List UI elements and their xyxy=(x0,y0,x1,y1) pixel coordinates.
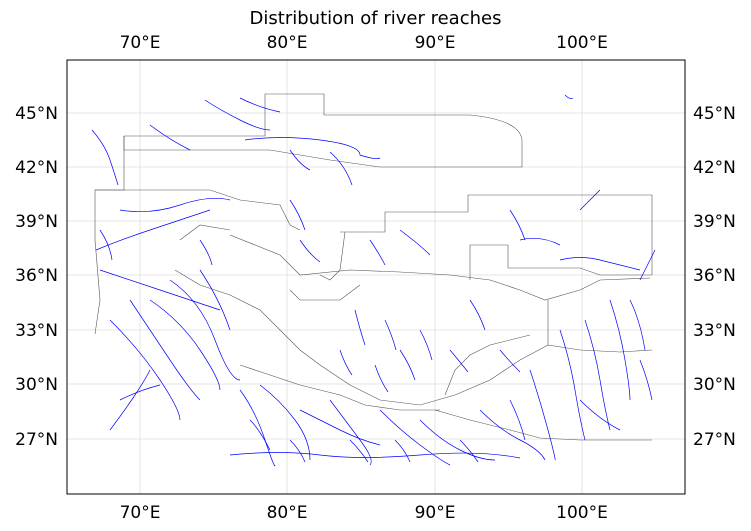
left-lat-tick-33: 33°N xyxy=(15,321,58,341)
boundary-lines xyxy=(94,93,653,441)
right-lat-tick-27: 27°N xyxy=(693,430,736,450)
right-lat-tick-45: 45°N xyxy=(693,104,736,124)
right-lat-tick-30: 30°N xyxy=(693,375,736,395)
left-lat-tick-30: 30°N xyxy=(15,375,58,395)
left-lat-tick-42: 42°N xyxy=(15,158,58,178)
bottom-lon-tick-100: 100°E xyxy=(556,503,608,523)
left-latitude-ticks: 45°N 42°N 39°N 36°N 33°N 30°N 27°N xyxy=(15,104,58,450)
top-lon-tick-100: 100°E xyxy=(556,33,608,53)
right-lat-tick-39: 39°N xyxy=(693,212,736,232)
map-title: Distribution of river reaches xyxy=(249,8,502,29)
top-longitude-ticks: 70°E 80°E 90°E 100°E xyxy=(120,33,608,53)
left-lat-tick-45: 45°N xyxy=(15,104,58,124)
right-latitude-ticks: 45°N 42°N 39°N 36°N 33°N 30°N 27°N xyxy=(693,104,736,450)
right-lat-tick-33: 33°N xyxy=(693,321,736,341)
bottom-lon-tick-90: 90°E xyxy=(415,503,456,523)
top-lon-tick-70: 70°E xyxy=(120,33,161,53)
map-frame xyxy=(66,59,686,495)
left-lat-tick-36: 36°N xyxy=(15,266,58,286)
right-lat-tick-42: 42°N xyxy=(693,158,736,178)
bottom-longitude-ticks: 70°E 80°E 90°E 100°E xyxy=(120,503,608,523)
top-lon-tick-80: 80°E xyxy=(267,33,308,53)
top-lon-tick-90: 90°E xyxy=(415,33,456,53)
left-lat-tick-27: 27°N xyxy=(15,430,58,450)
graticule xyxy=(67,60,685,494)
river-network xyxy=(91,94,656,467)
bottom-lon-tick-70: 70°E xyxy=(120,503,161,523)
bottom-lon-tick-80: 80°E xyxy=(267,503,308,523)
right-lat-tick-36: 36°N xyxy=(693,266,736,286)
left-lat-tick-39: 39°N xyxy=(15,212,58,232)
